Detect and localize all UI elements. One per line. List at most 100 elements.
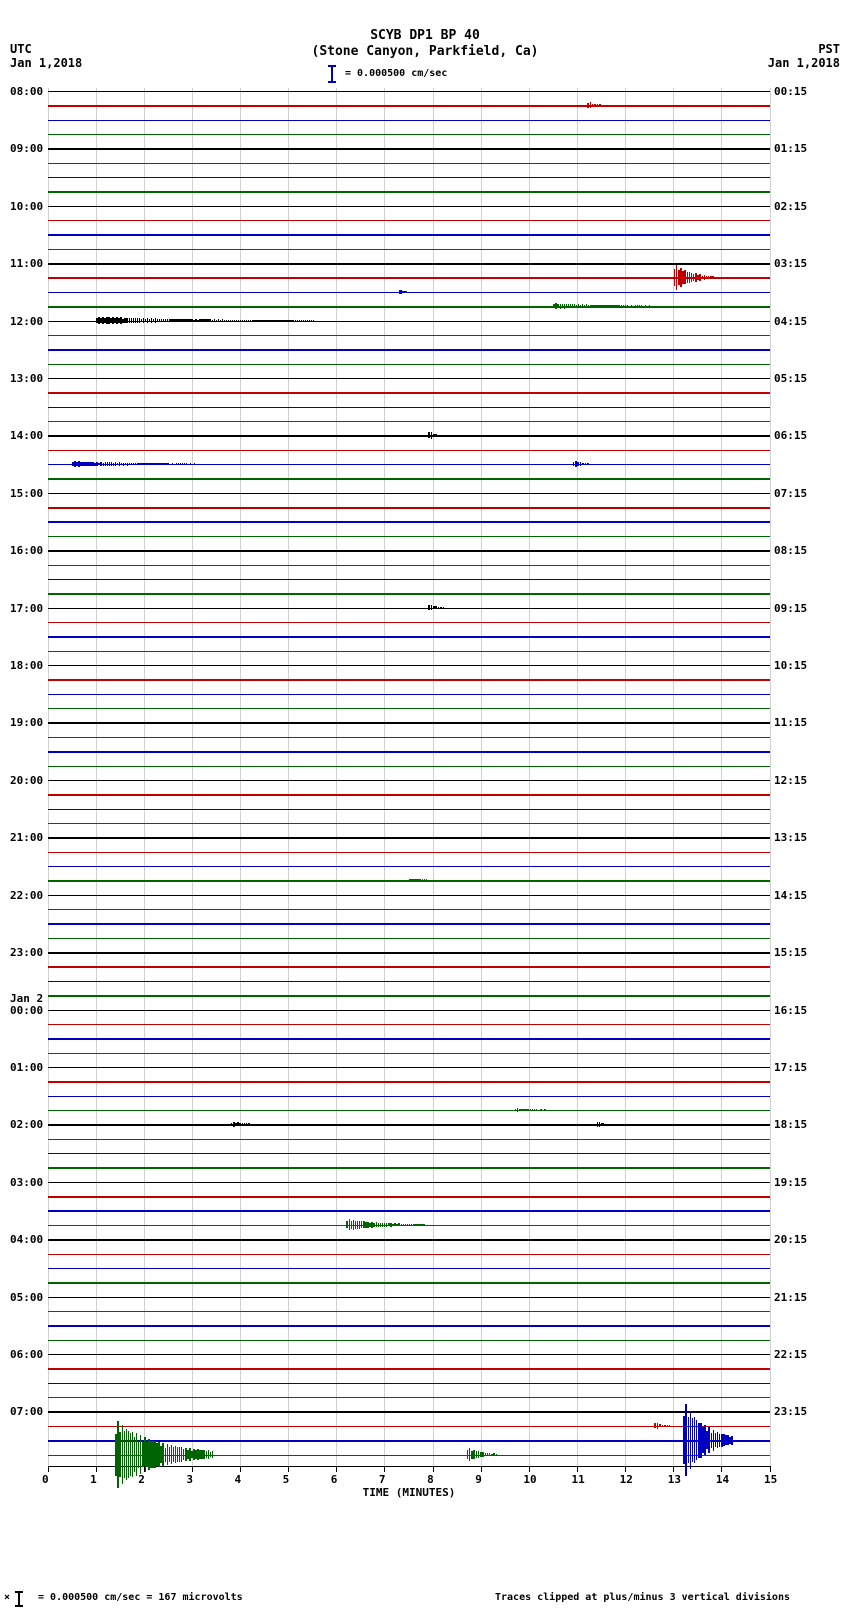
pst-hour: 13:15 [774, 831, 807, 844]
utc-hour: 18:00 [10, 659, 43, 672]
pst-hour: 04:15 [774, 315, 807, 328]
trace-line [48, 392, 770, 393]
trace-line [48, 206, 770, 207]
trace-line [48, 981, 770, 982]
trace-line [48, 651, 770, 652]
trace-line [48, 550, 770, 551]
utc-hour: 05:00 [10, 1291, 43, 1304]
trace-line [48, 1354, 770, 1355]
pst-hour: 00:15 [774, 85, 807, 98]
trace-line [48, 220, 770, 221]
trace-line [48, 1153, 770, 1154]
plot-area [48, 88, 770, 1466]
trace-line [48, 478, 770, 479]
trace-line [48, 722, 770, 723]
trace-line [48, 1311, 770, 1312]
trace-line [48, 163, 770, 164]
x-tick-label: 4 [235, 1473, 242, 1486]
utc-hour: 14:00 [10, 429, 43, 442]
pst-hour: 17:15 [774, 1061, 807, 1074]
utc-hour: 04:00 [10, 1233, 43, 1246]
x-tick-label: 2 [138, 1473, 145, 1486]
right-timezone: PST [818, 42, 840, 56]
trace-line [48, 636, 770, 637]
footer-left: = 0.000500 cm/sec = 167 microvolts [38, 1592, 243, 1603]
utc-hour: 21:00 [10, 831, 43, 844]
trace-line [48, 1167, 770, 1168]
pst-hour: 16:15 [774, 1004, 807, 1017]
pst-hour: 09:15 [774, 602, 807, 615]
trace-line [48, 823, 770, 824]
pst-hour: 21:15 [774, 1291, 807, 1304]
scale-notation: = 0.000500 cm/sec [345, 68, 447, 79]
pst-hour: 15:15 [774, 946, 807, 959]
trace-line [48, 608, 770, 609]
trace-line [48, 837, 770, 838]
trace-line [48, 277, 770, 278]
utc-hour: 06:00 [10, 1348, 43, 1361]
trace-line [48, 1411, 770, 1412]
trace-line [48, 751, 770, 752]
pst-hour: 08:15 [774, 544, 807, 557]
x-tick-label: 5 [283, 1473, 290, 1486]
x-tick-label: 15 [764, 1473, 777, 1486]
trace-line [48, 679, 770, 680]
pst-hour: 20:15 [774, 1233, 807, 1246]
trace-line [48, 1124, 770, 1125]
pst-hour: 06:15 [774, 429, 807, 442]
x-tick-label: 3 [186, 1473, 193, 1486]
utc-hour: 20:00 [10, 774, 43, 787]
trace-line [48, 1210, 770, 1211]
utc-hour: 02:00 [10, 1118, 43, 1131]
trace-line [48, 134, 770, 135]
trace-line [48, 421, 770, 422]
trace-line [48, 909, 770, 910]
trace-line [48, 995, 770, 996]
trace-line [48, 966, 770, 967]
utc-hour: 17:00 [10, 602, 43, 615]
right-date: Jan 1,2018 [768, 56, 840, 70]
utc-hour: 09:00 [10, 142, 43, 155]
x-tick-label: 13 [668, 1473, 681, 1486]
midnight-label: Jan 2 [10, 992, 43, 1005]
pst-hour: 23:15 [774, 1405, 807, 1418]
trace-line [48, 665, 770, 666]
pst-hour: 22:15 [774, 1348, 807, 1361]
trace-line [48, 120, 770, 121]
x-tick-label: 8 [427, 1473, 434, 1486]
trace-line [48, 593, 770, 594]
trace-line [48, 249, 770, 250]
trace-line [48, 364, 770, 365]
trace-line [48, 1383, 770, 1384]
trace-line [48, 1282, 770, 1283]
utc-hour: 01:00 [10, 1061, 43, 1074]
x-tick-label: 9 [475, 1473, 482, 1486]
trace-line [48, 335, 770, 336]
utc-hour: 19:00 [10, 716, 43, 729]
utc-hour: 00:00 [10, 1004, 43, 1017]
utc-hour: 10:00 [10, 200, 43, 213]
utc-hour: 15:00 [10, 487, 43, 500]
x-tick-label: 0 [42, 1473, 49, 1486]
trace-line [48, 565, 770, 566]
utc-hour: 23:00 [10, 946, 43, 959]
utc-hour: 07:00 [10, 1405, 43, 1418]
x-tick-label: 11 [571, 1473, 584, 1486]
trace-line [48, 263, 770, 264]
trace-line [48, 450, 770, 451]
trace-line [48, 1182, 770, 1183]
pst-hour: 02:15 [774, 200, 807, 213]
utc-hour: 08:00 [10, 85, 43, 98]
trace-line [48, 1081, 770, 1082]
trace-line [48, 105, 770, 106]
trace-line [48, 91, 770, 92]
trace-line [48, 1397, 770, 1398]
trace-line [48, 1053, 770, 1054]
trace-line [48, 349, 770, 350]
trace-line [48, 148, 770, 149]
title-line-2: (Stone Canyon, Parkfield, Ca) [0, 44, 850, 59]
trace-line [48, 191, 770, 192]
trace-line [48, 1268, 770, 1269]
pst-hour: 19:15 [774, 1176, 807, 1189]
trace-line [48, 794, 770, 795]
